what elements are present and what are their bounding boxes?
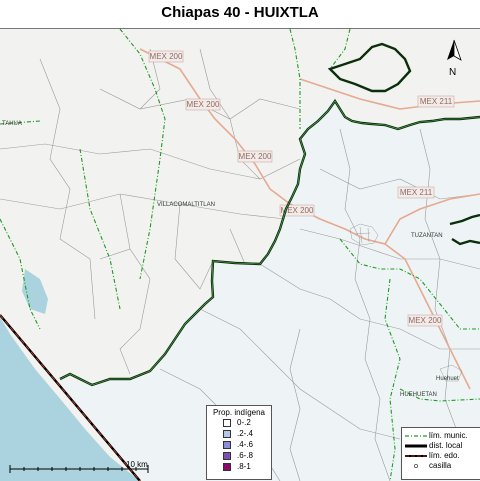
place-label: HUEHUETAN xyxy=(400,392,437,398)
legend-label: lím. edo. xyxy=(429,451,460,460)
road-label: MEX 200 xyxy=(239,152,272,161)
legend-item: .6-.8 xyxy=(223,450,271,461)
legend-label: .8-1 xyxy=(237,462,251,471)
road-label: MEX 200 xyxy=(409,316,442,325)
north-label: N xyxy=(449,67,457,78)
legend-swatch xyxy=(223,429,231,438)
town-cluster xyxy=(349,223,463,382)
place-label: Huehuet xyxy=(436,376,459,382)
legend-label: .2-.4 xyxy=(237,429,254,438)
scale-label: 10 km xyxy=(126,460,148,469)
map-title: Chiapas 40 - HUIXTLA xyxy=(161,4,319,21)
red-black-line-icon xyxy=(405,455,427,457)
legend-label: lím. munic. xyxy=(429,431,468,440)
road-shields: MEX 200 MEX 200 MEX 200 MEX 200 MEX 211 … xyxy=(148,50,455,327)
legend-title: Prop. indígena xyxy=(212,408,266,417)
municipal-boundaries xyxy=(0,29,480,481)
legend-item: lím. edo. xyxy=(402,451,480,461)
road-label: MEX 200 xyxy=(281,206,314,215)
district-boundary-e xyxy=(449,213,480,226)
legend-label: .4-.6 xyxy=(237,440,254,449)
small-circle-icon xyxy=(413,464,418,469)
place-label: TUZANTAN xyxy=(411,233,443,239)
legend-item: lím. munic. xyxy=(402,431,480,441)
legend-swatch xyxy=(223,462,231,471)
district-boundary-e2 xyxy=(451,237,480,246)
legend-label: dist. local xyxy=(429,441,463,450)
road-label: MEX 211 xyxy=(400,188,433,197)
legend-label: 0-.2 xyxy=(237,418,251,427)
road-label: MEX 200 xyxy=(187,100,220,109)
legend-swatch xyxy=(223,451,231,460)
legend-item: 0-.2 xyxy=(223,417,271,428)
state-boundary-accent xyxy=(0,314,141,481)
place-label: TAHUA xyxy=(2,121,22,127)
road-label: MEX 211 xyxy=(420,97,453,106)
district-boundary-ne xyxy=(327,42,412,93)
legend-item: casilla xyxy=(402,461,480,471)
legend-proportion: Prop. indígena 0-.2 .2-.4 .4-.6 .6-.8 .8… xyxy=(206,405,272,480)
sea xyxy=(0,317,140,481)
legend-item: .8-1 xyxy=(223,461,271,472)
section-lines xyxy=(0,48,480,481)
legend-label: .6-.8 xyxy=(237,451,254,460)
legend-swatch xyxy=(223,440,231,449)
lagoon xyxy=(22,269,48,314)
dashed-green-line-icon xyxy=(405,435,427,437)
place-label: VILLACOMALTITLAN xyxy=(157,202,215,208)
legend-swatch xyxy=(223,418,231,427)
district-boundary-inner xyxy=(59,100,480,386)
thick-black-line-icon xyxy=(405,444,427,448)
legend-item: .4-.6 xyxy=(223,439,271,450)
legend-item: dist. local xyxy=(402,441,480,451)
road-label: MEX 200 xyxy=(150,52,183,61)
scale-bar xyxy=(9,465,149,473)
legend-lines: lím. munic. dist. local lím. edo. casill… xyxy=(401,427,480,480)
legend-item: .2-.4 xyxy=(223,428,271,439)
legend-label: casilla xyxy=(429,461,452,470)
north-arrow-icon xyxy=(447,39,462,61)
